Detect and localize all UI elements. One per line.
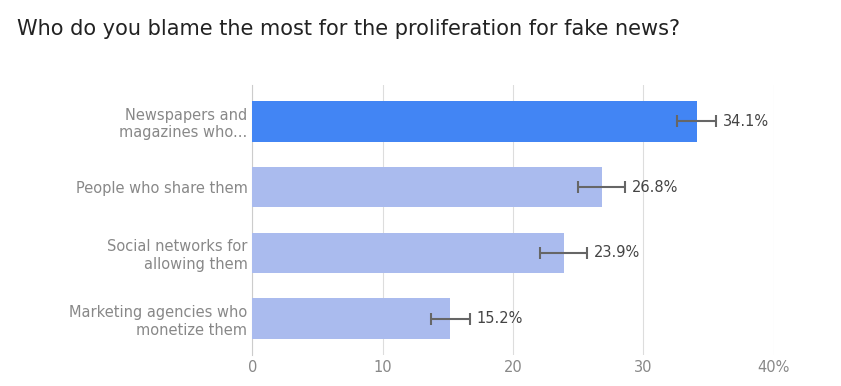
Text: Who do you blame the most for the proliferation for fake news?: Who do you blame the most for the prolif… — [17, 19, 680, 39]
Text: 34.1%: 34.1% — [723, 113, 769, 129]
Text: 15.2%: 15.2% — [477, 312, 523, 327]
Text: 26.8%: 26.8% — [632, 179, 678, 195]
Bar — [252, 298, 451, 339]
Bar — [252, 101, 697, 142]
Bar — [252, 232, 563, 273]
Bar — [252, 167, 601, 208]
Text: 23.9%: 23.9% — [594, 245, 640, 261]
